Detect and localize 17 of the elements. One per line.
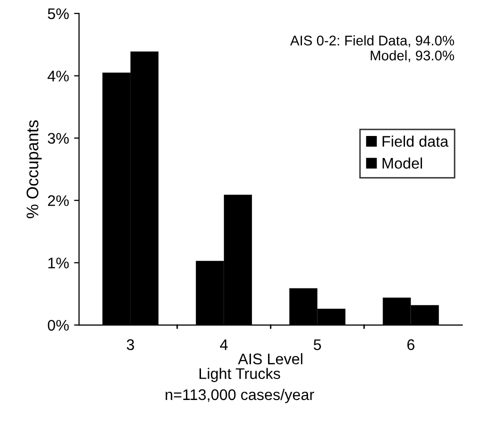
y-tick-label: 4% <box>48 70 69 82</box>
y-axis-title: % Occupants <box>26 120 42 218</box>
y-tick-label: 5% <box>48 8 69 20</box>
x-tick-label: 6 <box>407 339 414 350</box>
text: Light Trucks <box>200 368 280 382</box>
y-tick-label: 2% <box>48 195 69 206</box>
text: n=113,000 cases/year <box>166 388 314 404</box>
legend-label: Model <box>382 157 422 169</box>
annotation: AIS 0-2: Field Data, 94.0% Model, 93.0% <box>290 35 454 62</box>
x-tick-label: 5 <box>314 339 321 350</box>
y-tick-label: 1% <box>48 258 69 268</box>
x-tick-label: 4 <box>220 339 228 350</box>
x-axis-title: AIS Level <box>238 353 302 364</box>
y-tick-label: 0% <box>48 320 69 331</box>
y-tick-label: 3% <box>48 132 69 144</box>
legend-label: Field data <box>382 136 448 147</box>
x-tick-label: 3 <box>126 339 134 350</box>
